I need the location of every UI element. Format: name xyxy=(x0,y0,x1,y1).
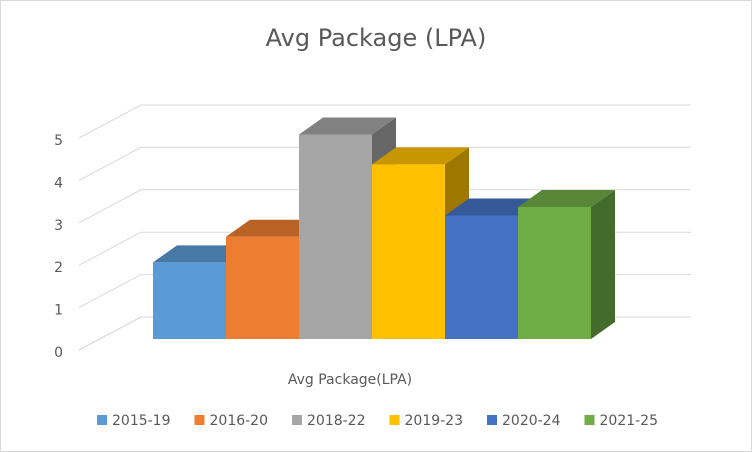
legend-swatch xyxy=(97,415,107,425)
bar-top xyxy=(153,245,250,263)
y-tick-label: 5 xyxy=(54,133,63,149)
bar-2021-25 xyxy=(518,189,615,339)
bar-side xyxy=(591,189,615,339)
y-axis-ticks: 0 1 2 3 4 5 xyxy=(54,133,63,361)
y-tick-label: 1 xyxy=(54,303,63,319)
legend-item: 2021-25 xyxy=(584,413,659,429)
bar-front xyxy=(445,215,518,339)
floor-line xyxy=(78,316,142,351)
legend-item: 2018-22 xyxy=(292,413,366,429)
bar-top xyxy=(518,189,615,207)
legend-label: 2016-20 xyxy=(210,413,269,429)
y-tick-label: 2 xyxy=(54,260,63,276)
legend-label: 2019-23 xyxy=(405,413,464,429)
legend-swatch xyxy=(584,415,595,425)
legend-label: 2021-25 xyxy=(600,413,659,429)
bar-top xyxy=(299,117,396,135)
bar-front xyxy=(226,236,299,339)
bar-front xyxy=(372,164,445,339)
legend: 2015-19 2016-20 2018-22 2019-23 2020-24 2021-… xyxy=(97,413,658,429)
y-tick-label: 0 xyxy=(54,345,63,361)
legend-label: 2020-24 xyxy=(502,413,561,429)
legend-swatch xyxy=(389,415,400,425)
legend-swatch xyxy=(194,415,205,425)
legend-item: 2016-20 xyxy=(194,413,269,429)
legend-item: 2020-24 xyxy=(487,413,561,429)
y-tick-label: 4 xyxy=(54,175,63,191)
bar-front xyxy=(153,262,226,339)
gridline xyxy=(78,146,691,181)
legend-swatch xyxy=(292,415,302,425)
legend-swatch xyxy=(487,415,497,425)
bar-top xyxy=(372,147,469,165)
y-tick-label: 3 xyxy=(54,218,63,234)
gridline xyxy=(78,189,691,224)
bar-front xyxy=(518,206,591,339)
bar-top xyxy=(445,198,542,216)
bar-front xyxy=(299,134,372,339)
legend-item: 2015-19 xyxy=(97,413,171,429)
gridline xyxy=(78,104,691,139)
x-axis-label: Avg Package(LPA) xyxy=(288,372,412,388)
legend-label: 2018-22 xyxy=(307,413,366,429)
legend-item: 2019-23 xyxy=(389,413,464,429)
chart-title: Avg Package (LPA) xyxy=(266,24,487,52)
legend-label: 2015-19 xyxy=(112,413,171,429)
bar-top xyxy=(226,219,323,237)
bars xyxy=(153,117,615,340)
